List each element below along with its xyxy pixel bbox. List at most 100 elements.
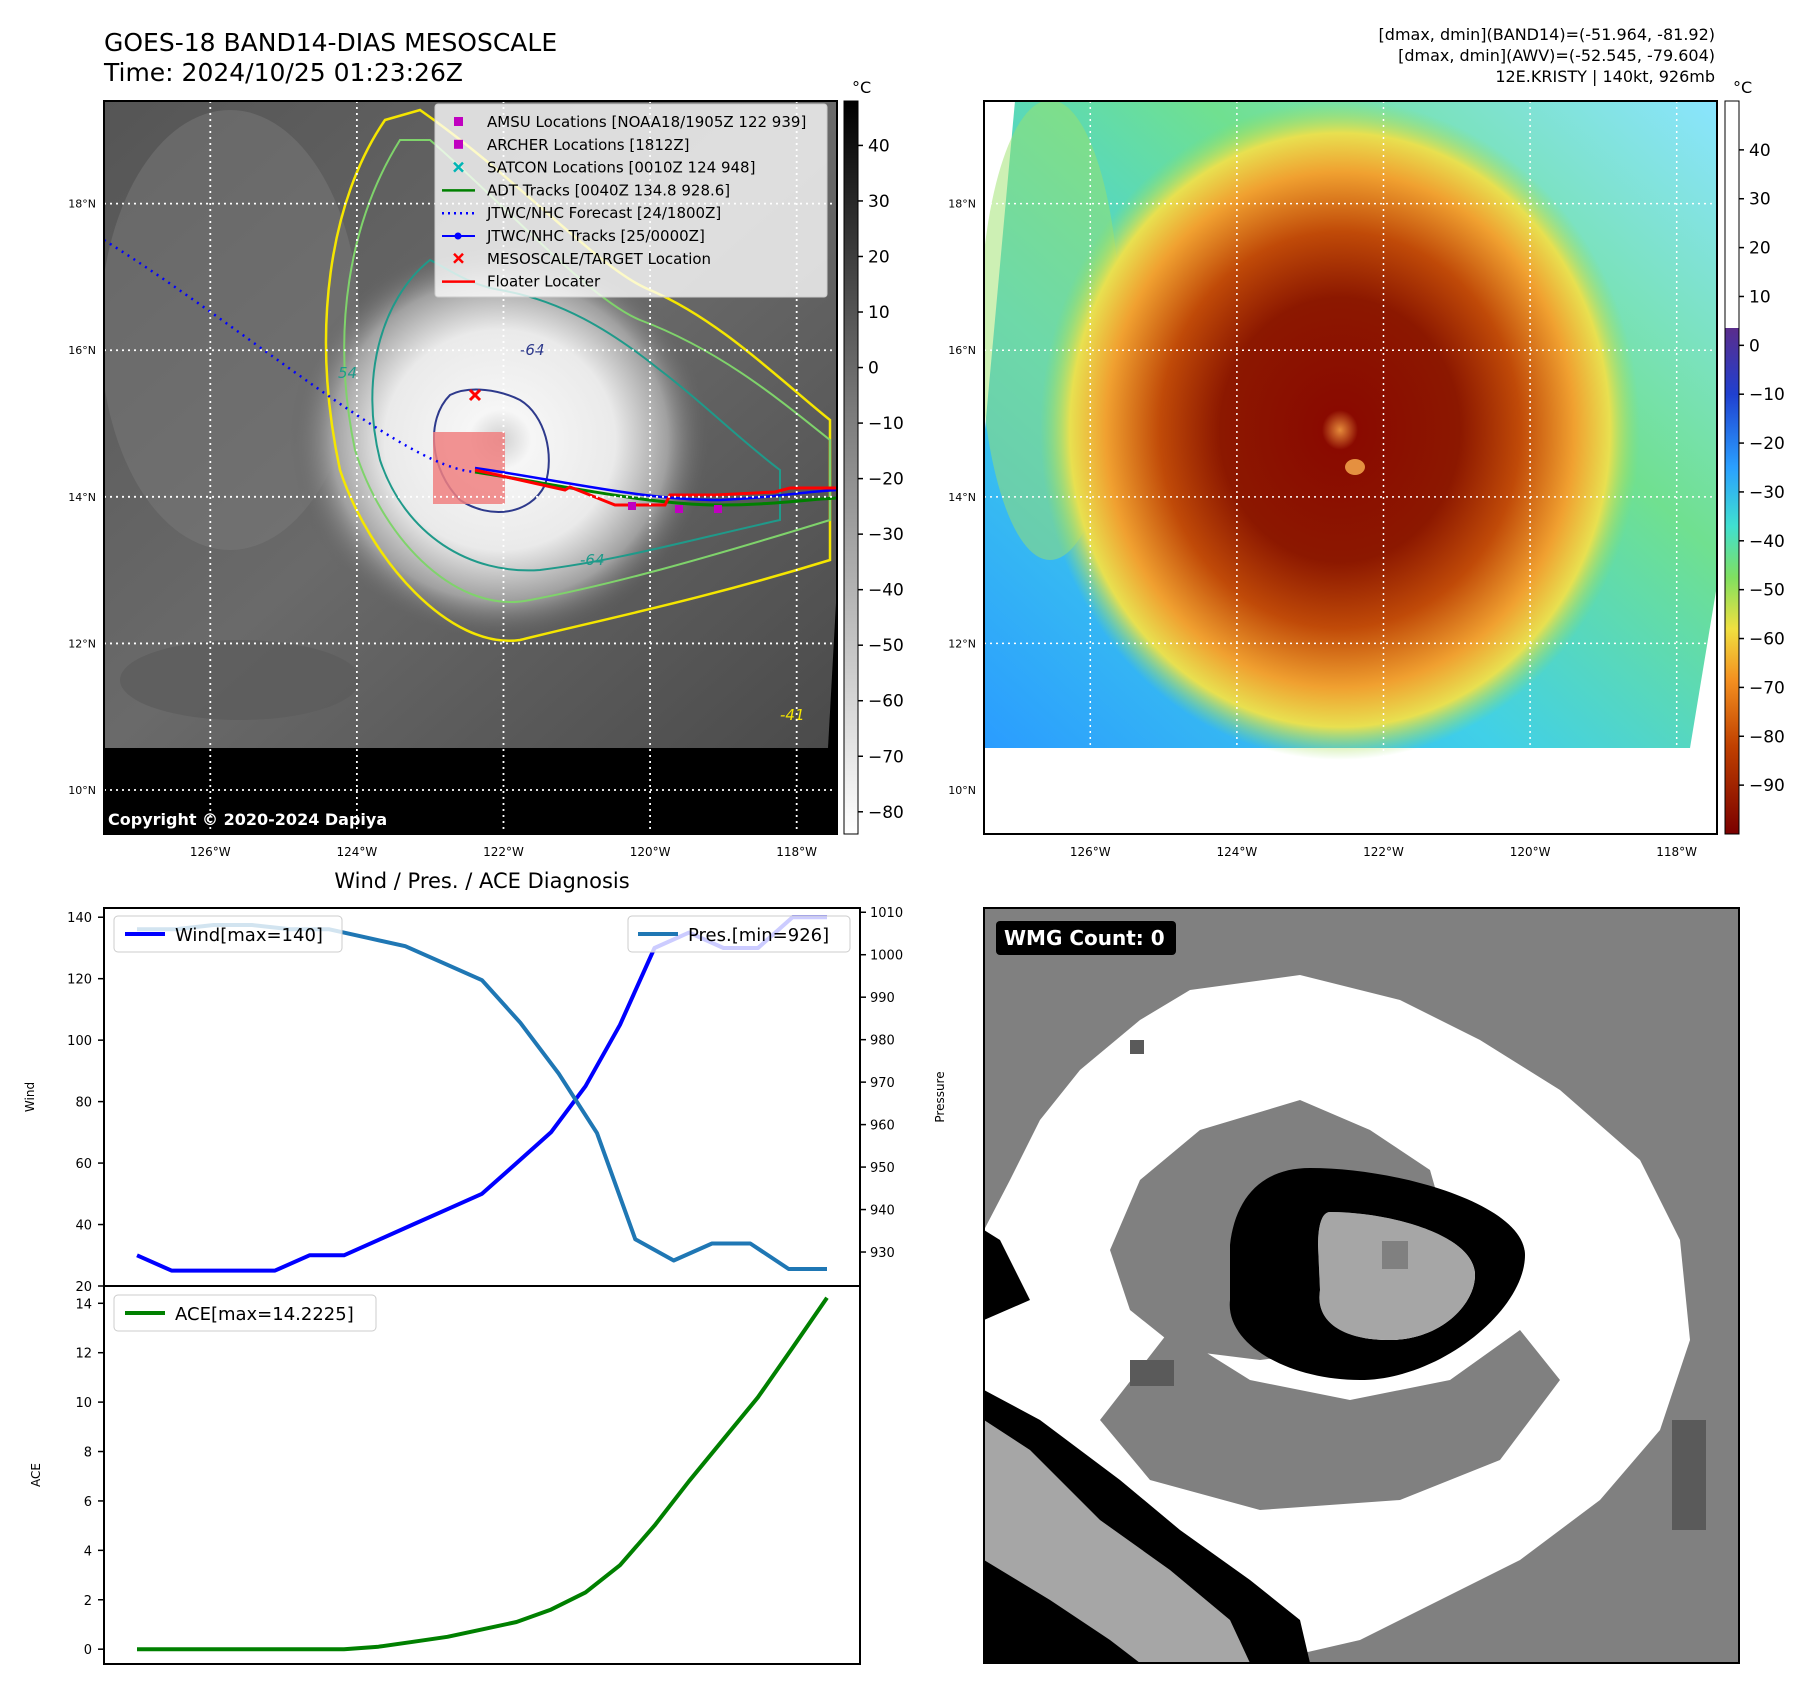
- lat-label: 14°N: [68, 491, 96, 504]
- colorbar-tick-label: −10: [868, 414, 904, 434]
- colorbar-tick-label: 20: [1749, 239, 1771, 259]
- jtwc-track: [474, 466, 837, 502]
- colorbar-tick-label: −50: [1749, 581, 1785, 601]
- wmg-eye-patch: [1382, 1241, 1408, 1269]
- legend-label: JTWC/NHC Tracks [25/0000Z]: [486, 227, 705, 245]
- pressure-tick-label: 1000: [870, 949, 903, 964]
- lon-label: 126°W: [190, 845, 231, 859]
- target-location-marker: [468, 388, 482, 402]
- colorbar-tick-label: 10: [868, 303, 890, 323]
- wind-tick-label: 60: [75, 1157, 92, 1172]
- pressure-tick-label: 970: [870, 1076, 895, 1091]
- lon-label: 122°W: [1363, 845, 1404, 859]
- pressure-tick-label: 940: [870, 1204, 895, 1219]
- wind-tick-label: 20: [75, 1280, 92, 1295]
- wmg-dark-strip: [1672, 1420, 1706, 1530]
- wmg-black-left: [984, 1230, 1030, 1320]
- colorbar-tick-label: −70: [868, 747, 904, 767]
- info-line-3: 12E.KRISTY | 140kt, 926mb: [1495, 67, 1715, 86]
- legend-label: JTWC/NHC Forecast [24/1800Z]: [486, 204, 721, 222]
- colorbar-tick-label: 20: [868, 247, 890, 267]
- awv-satellite-panel: 18°N 16°N 14°N 12°N 10°N 126°W 124°W 122°W 120°W…: [948, 78, 1785, 859]
- ir-axis-labels: 18°N 16°N 14°N 12°N 10°N 126°W 124°W 122°W 120°W…: [68, 198, 817, 859]
- ace-tick-label: 4: [84, 1544, 92, 1559]
- ace-tick-label: 6: [84, 1495, 92, 1510]
- lon-label: 126°W: [1070, 845, 1111, 859]
- legend-marker-square: [454, 117, 463, 126]
- awv-eye: [1345, 459, 1365, 475]
- legend-label: AMSU Locations [NOAA18/1905Z 122 939]: [487, 113, 806, 131]
- forecast-track: [104, 238, 476, 474]
- legend-marker-square: [454, 139, 463, 149]
- colorbar-tick-label: −70: [1749, 678, 1785, 698]
- awv-colorbar-unit: °C: [1733, 78, 1752, 97]
- wmg-count-label: WMG Count: 0: [1004, 926, 1165, 950]
- ir-colorbar-unit: °C: [852, 78, 871, 97]
- diagnosis-panel: Wind / Pres. / ACE Diagnosis 20406080100…: [23, 869, 947, 1665]
- ir-cloud-patch: [120, 640, 360, 720]
- wind-axis-label: Wind: [23, 1082, 37, 1112]
- wind-tick-label: 40: [75, 1219, 92, 1234]
- wind-legend-box: [113, 915, 343, 953]
- archer-marker: [675, 505, 683, 513]
- colorbar-tick-label: −30: [868, 525, 904, 545]
- archer-marker: [714, 505, 722, 513]
- ace-tick-label: 8: [84, 1446, 92, 1461]
- colorbar-tick-label: 0: [868, 359, 879, 379]
- contour-label-4: -41: [780, 706, 805, 724]
- lat-label: 16°N: [948, 344, 976, 357]
- wmg-eye: [1318, 1212, 1475, 1340]
- wmg-panel: WMG Count: 0: [983, 907, 1740, 1664]
- colorbar-tick-label: 0: [1749, 336, 1760, 356]
- ace-tick-label: 0: [84, 1643, 92, 1658]
- diagnosis-title: Wind / Pres. / ACE Diagnosis: [334, 869, 629, 893]
- pressure-tick-label: 950: [870, 1161, 895, 1176]
- wind-tick-label: 140: [67, 911, 92, 926]
- colorbar-tick-label: 30: [868, 192, 890, 212]
- lon-label: 120°W: [630, 845, 671, 859]
- colorbar-tick-label: −40: [868, 581, 904, 601]
- ace-tick-label: 2: [84, 1594, 92, 1609]
- lat-label: 14°N: [948, 491, 976, 504]
- adt-track: [474, 470, 837, 507]
- contour-label-1: -64: [520, 341, 545, 359]
- awv-axis-labels: 18°N 16°N 14°N 12°N 10°N 126°W 124°W 122°W 120°W…: [948, 198, 1697, 859]
- lon-label: 118°W: [1656, 845, 1697, 859]
- pressure-axis-label: Pressure: [933, 1071, 947, 1122]
- lon-label: 122°W: [483, 845, 524, 859]
- pressure-axis-ticks: 930 940 950 960 970 980 990 1000 1010: [860, 906, 903, 1261]
- ace-legend-label: ACE[max=14.2225]: [175, 1304, 354, 1325]
- copyright-text: Copyright © 2020-2024 Dapiya: [108, 810, 387, 829]
- lat-label: 12°N: [68, 637, 96, 650]
- contour-label-2: 54: [338, 364, 357, 382]
- wmg-white-ring: [984, 975, 1690, 1663]
- wind-pressure-axes: [103, 907, 861, 1287]
- colorbar-tick-label: −80: [1749, 727, 1785, 747]
- colorbar-tick-label: −90: [1749, 776, 1785, 796]
- legend-label: ARCHER Locations [1812Z]: [487, 136, 690, 154]
- awv-gridlines: [984, 101, 1717, 834]
- wmg-eyewall: [1229, 1168, 1525, 1380]
- wind-tick-label: 80: [75, 1096, 92, 1111]
- wmg-black-corner: [984, 1560, 1140, 1663]
- figure-title-line1: GOES-18 BAND14-DIAS MESOSCALE: [104, 28, 557, 57]
- pressure-legend-label: Pres.[min=926]: [688, 925, 829, 946]
- ace-legend-box: [113, 1294, 377, 1332]
- info-line-1: [dmax, dmin](BAND14)=(-51.964, -81.92): [1379, 25, 1715, 44]
- ace-axis-label: ACE: [29, 1463, 43, 1487]
- colorbar-tick-label: −60: [868, 692, 904, 712]
- legend-label: MESOSCALE/TARGET Location: [487, 250, 711, 268]
- ir-frame: [103, 100, 838, 835]
- lon-label: 120°W: [1510, 845, 1551, 859]
- figure-title-line2: Time: 2024/10/25 01:23:26Z: [103, 58, 463, 87]
- wmg-count-badge: [996, 921, 1176, 955]
- wind-tick-label: 100: [67, 1034, 92, 1049]
- wmg-frame: [983, 907, 1740, 1664]
- colorbar-tick-label: −10: [1749, 385, 1785, 405]
- ace-series-line: [137, 1296, 829, 1652]
- lat-label: 18°N: [948, 198, 976, 211]
- info-line-2: [dmax, dmin](AWV)=(-52.545, -79.604): [1398, 46, 1715, 65]
- ir-colorbar-ticks: 40 30 20 10 0 −10 −20 −30 −40 −50 −60 −70 −80: [858, 136, 904, 823]
- contour-label-3: -64: [580, 551, 605, 569]
